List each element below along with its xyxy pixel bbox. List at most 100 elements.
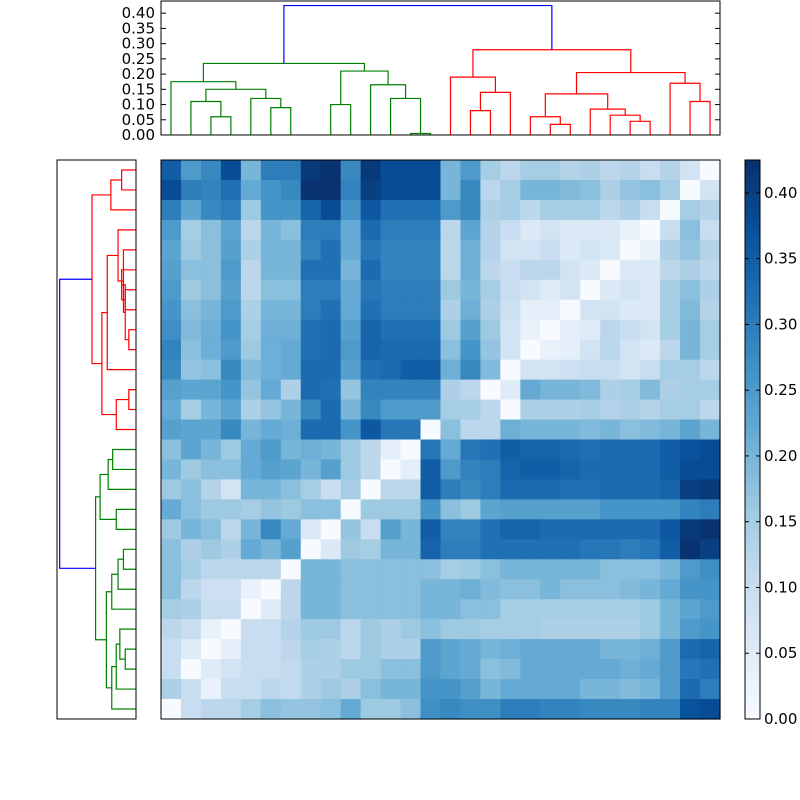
colorbar-tick-label: 0.15 bbox=[764, 513, 797, 531]
heatmap-cell bbox=[280, 479, 302, 500]
heatmap-cell bbox=[700, 679, 721, 700]
heatmap-cell bbox=[580, 239, 601, 261]
heatmap-cell bbox=[560, 219, 581, 241]
heatmap-cell bbox=[180, 659, 202, 680]
heatmap-cell bbox=[500, 439, 521, 461]
heatmap-cell bbox=[360, 199, 382, 221]
colorbar-segment bbox=[745, 607, 760, 613]
heatmap-cell bbox=[440, 579, 462, 600]
colorbar-segment bbox=[745, 467, 760, 473]
heatmap-cell bbox=[460, 639, 482, 660]
heatmap-cell bbox=[340, 659, 362, 680]
heatmap-cell bbox=[560, 459, 581, 481]
colorbar-segment bbox=[745, 257, 760, 264]
heatmap-cell bbox=[200, 439, 222, 461]
heatmap-cell bbox=[280, 359, 302, 381]
heatmap-cell bbox=[380, 419, 402, 441]
heatmap-cell bbox=[480, 699, 501, 720]
colorbar-segment bbox=[745, 197, 760, 203]
heatmap-cell bbox=[440, 199, 462, 221]
dendrogram-link bbox=[122, 548, 136, 570]
heatmap-cell bbox=[240, 439, 262, 461]
colorbar-segment bbox=[745, 337, 760, 343]
colorbar-segment bbox=[745, 267, 760, 273]
heatmap-cell bbox=[360, 239, 382, 261]
colorbar-segment bbox=[745, 574, 760, 580]
colorbar-segment bbox=[745, 295, 760, 301]
heatmap-cell bbox=[520, 659, 541, 680]
heatmap-cell bbox=[300, 179, 322, 201]
heatmap-cell bbox=[540, 219, 561, 241]
heatmap-cell bbox=[540, 619, 561, 640]
heatmap-cell bbox=[320, 459, 342, 481]
heatmap-cell bbox=[700, 419, 721, 441]
heatmap-cell bbox=[460, 379, 482, 401]
heatmap-cell bbox=[360, 619, 382, 640]
heatmap-cell bbox=[260, 379, 282, 401]
heatmap-cell bbox=[440, 419, 462, 441]
heatmap-cell bbox=[320, 399, 342, 421]
heatmap-cell bbox=[540, 299, 561, 321]
heatmap-cell bbox=[400, 259, 422, 281]
heatmap-cell bbox=[220, 699, 242, 720]
heatmap-cell bbox=[360, 559, 382, 580]
colorbar-segment bbox=[745, 309, 760, 315]
heatmap-cell bbox=[320, 299, 342, 321]
heatmap-cell bbox=[200, 699, 222, 720]
heatmap-cell bbox=[460, 160, 482, 181]
colorbar-segment bbox=[745, 635, 760, 641]
top-dendrogram-frame bbox=[160, 0, 721, 136]
heatmap-cell bbox=[340, 599, 362, 620]
heatmap-cell bbox=[380, 219, 402, 241]
heatmap-cell bbox=[480, 179, 501, 201]
heatmap-cell bbox=[440, 319, 462, 341]
heatmap-cell bbox=[620, 160, 641, 181]
heatmap-cell bbox=[300, 599, 322, 620]
heatmap-cell bbox=[180, 639, 202, 660]
heatmap-cell bbox=[460, 239, 482, 261]
heatmap-cell bbox=[161, 559, 182, 580]
heatmap-cell bbox=[420, 579, 442, 600]
colorbar-segment bbox=[745, 178, 760, 184]
heatmap-cell bbox=[420, 679, 442, 700]
heatmap-cell bbox=[180, 599, 202, 620]
heatmap-cell bbox=[340, 419, 362, 441]
colorbar-tick-label: 0.30 bbox=[764, 315, 797, 333]
heatmap-cell bbox=[360, 219, 382, 241]
colorbar-segment bbox=[745, 672, 760, 678]
heatmap-cell bbox=[580, 439, 601, 461]
heatmap-cell bbox=[240, 679, 262, 700]
heatmap-cell bbox=[600, 319, 621, 341]
heatmap-cell bbox=[380, 619, 402, 640]
heatmap-cell bbox=[380, 299, 402, 321]
heatmap-cell bbox=[480, 639, 501, 660]
heatmap-cell bbox=[700, 219, 721, 241]
heatmap-cell bbox=[660, 519, 681, 540]
heatmap-cell bbox=[540, 679, 561, 700]
heatmap-cell bbox=[400, 339, 422, 361]
colorbar-segment bbox=[745, 681, 760, 687]
left-dendrogram bbox=[59, 169, 136, 710]
heatmap-cell bbox=[560, 279, 581, 301]
heatmap-cell bbox=[700, 259, 721, 281]
dendrogram-link bbox=[99, 473, 117, 520]
colorbar-segment bbox=[745, 504, 760, 510]
heatmap-cell bbox=[480, 559, 501, 580]
heatmap-cell bbox=[560, 419, 581, 441]
colorbar-segment bbox=[745, 700, 760, 706]
heatmap-cell bbox=[340, 319, 362, 341]
heatmap-cell bbox=[420, 160, 442, 181]
heatmap-cell bbox=[600, 479, 621, 500]
heatmap-cell bbox=[220, 419, 242, 441]
heatmap-cell bbox=[600, 419, 621, 441]
colorbar-segment bbox=[745, 355, 760, 361]
heatmap-cell bbox=[340, 539, 362, 560]
heatmap-cell bbox=[400, 299, 422, 321]
heatmap-cell bbox=[500, 379, 521, 401]
heatmap-cell bbox=[660, 439, 681, 461]
heatmap-cell bbox=[640, 299, 661, 321]
heatmap-cell bbox=[400, 439, 422, 461]
heatmap-cell bbox=[560, 299, 581, 321]
colorbar-segment bbox=[745, 472, 760, 478]
colorbar-segment bbox=[745, 350, 760, 357]
